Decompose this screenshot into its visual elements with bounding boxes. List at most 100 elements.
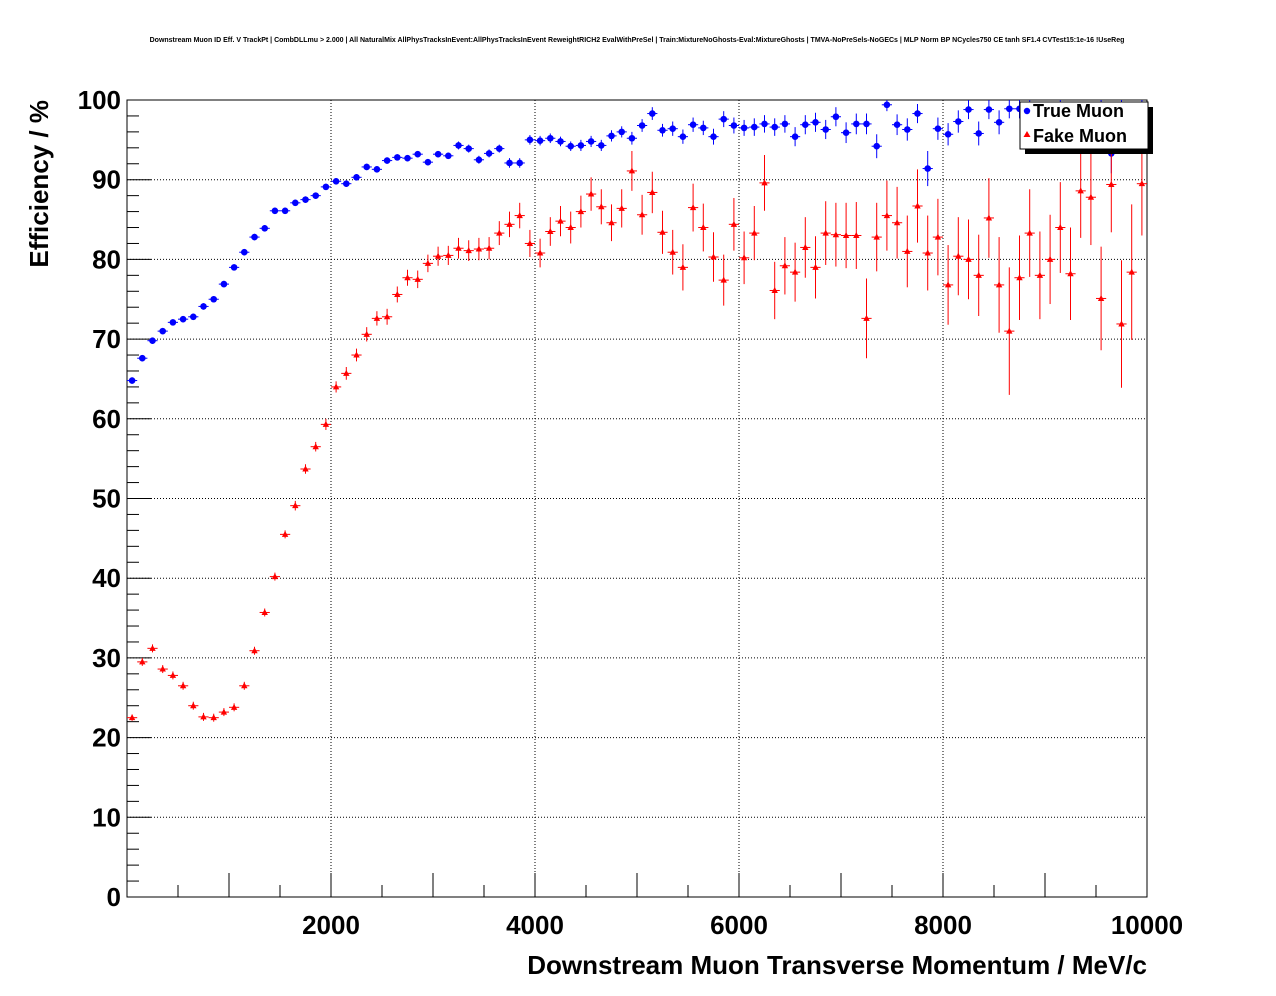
data-point	[914, 110, 921, 117]
data-point	[475, 156, 483, 164]
data-point	[1138, 180, 1146, 187]
data-point	[200, 303, 207, 310]
data-point	[373, 314, 381, 321]
data-point	[169, 319, 177, 326]
data-point	[230, 264, 238, 271]
data-point	[791, 268, 799, 275]
data-point	[363, 163, 371, 171]
data-point	[700, 124, 707, 132]
data-point	[241, 248, 248, 256]
legend-marker-true-muon	[1023, 107, 1031, 115]
data-point	[710, 253, 717, 260]
y-tick-label: 60	[92, 404, 121, 434]
data-point	[343, 369, 350, 376]
data-point	[883, 212, 891, 219]
legend-label-fake-muon: Fake Muon	[1033, 126, 1127, 146]
legend: True Muon Fake Muon	[1019, 101, 1153, 154]
data-point	[210, 714, 217, 721]
data-point	[1016, 274, 1023, 281]
data-point	[802, 243, 809, 250]
data-point	[842, 231, 850, 238]
data-point	[424, 259, 432, 266]
data-point	[445, 152, 452, 160]
data-point	[914, 202, 921, 209]
data-point	[536, 137, 544, 144]
data-point	[210, 295, 217, 303]
data-point	[904, 126, 911, 133]
data-point	[761, 120, 768, 128]
data-point	[496, 229, 503, 236]
legend-marker-fake-muon	[1023, 131, 1031, 137]
data-point	[751, 229, 758, 236]
data-point	[1036, 271, 1044, 278]
data-point	[944, 281, 952, 288]
data-point	[873, 233, 880, 240]
data-point	[383, 313, 391, 320]
data-point	[873, 142, 880, 150]
legend-label-true-muon: True Muon	[1033, 101, 1124, 121]
chart-title: Downstream Muon ID Eff. V TrackPt | Comb…	[150, 37, 1125, 44]
data-point	[302, 196, 309, 203]
data-point	[169, 671, 177, 678]
data-point	[638, 211, 646, 218]
data-point	[455, 142, 462, 149]
data-point	[567, 224, 574, 231]
data-point	[822, 126, 829, 133]
data-point	[1057, 224, 1064, 231]
data-point	[740, 254, 748, 261]
data-point	[1026, 229, 1033, 236]
series-true-muon	[127, 100, 1147, 384]
data-point	[587, 138, 595, 145]
y-tick-label: 0	[107, 882, 121, 912]
data-point	[312, 192, 320, 199]
data-point	[485, 244, 493, 251]
data-point	[995, 119, 1003, 126]
data-point	[832, 231, 840, 238]
series-fake-muon	[127, 131, 1147, 722]
data-point	[832, 113, 840, 121]
data-point	[159, 327, 166, 335]
y-tick-label: 70	[92, 324, 121, 354]
y-tick-label: 80	[92, 244, 121, 274]
data-point	[536, 249, 544, 256]
data-series	[127, 100, 1147, 722]
x-tick-labels: 2000 4000 6000 8000 10000	[302, 910, 1183, 940]
data-point	[689, 121, 697, 129]
data-point	[312, 443, 319, 450]
data-point	[414, 275, 421, 282]
data-point	[190, 702, 197, 709]
data-point	[883, 101, 891, 109]
data-point	[1006, 105, 1013, 113]
data-point	[1046, 255, 1054, 262]
data-point	[526, 239, 534, 246]
data-point	[577, 208, 585, 215]
data-point	[1087, 193, 1095, 200]
data-point	[893, 121, 901, 129]
x-axis-title: Downstream Muon Transverse Momentum / Me…	[527, 950, 1147, 980]
y-tick-labels: 0 10 20 30 40 50 60 70 80 90 100	[78, 85, 121, 912]
data-point	[822, 229, 829, 236]
y-tick-label: 50	[92, 484, 121, 514]
data-point	[465, 247, 472, 254]
data-point	[863, 120, 870, 128]
data-point	[720, 115, 727, 123]
data-point	[506, 220, 513, 227]
data-point	[975, 130, 982, 137]
data-point	[567, 142, 574, 150]
data-point	[771, 286, 778, 293]
data-point	[1097, 294, 1105, 301]
data-point	[1067, 270, 1074, 277]
data-point	[547, 228, 554, 235]
data-point	[669, 125, 676, 132]
data-point	[190, 313, 197, 321]
data-point	[608, 132, 615, 140]
data-point	[802, 121, 809, 129]
data-point	[271, 573, 279, 580]
data-point	[343, 180, 350, 187]
x-tick-label: 10000	[1111, 910, 1183, 940]
data-point	[179, 315, 187, 323]
data-point	[128, 714, 136, 721]
data-point	[618, 128, 625, 136]
data-point	[322, 420, 330, 427]
data-point	[332, 177, 340, 185]
